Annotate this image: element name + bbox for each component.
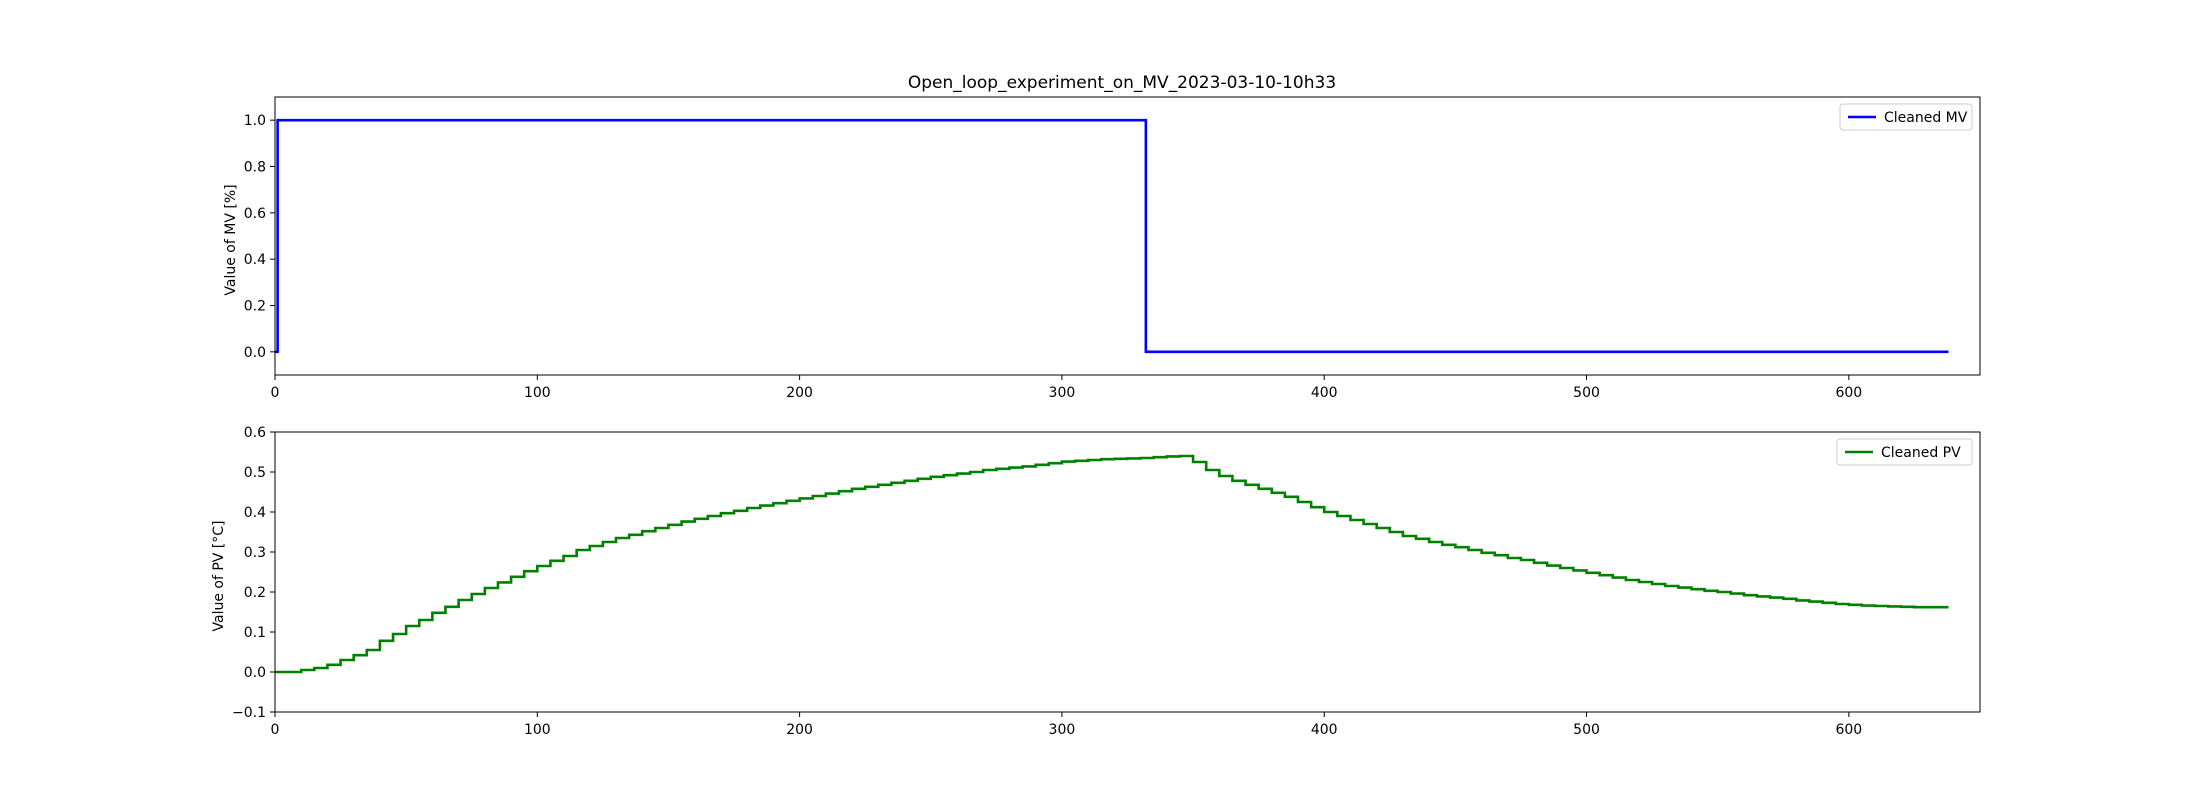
plot-area-mv: 0 100 200 300 400 500 600 0.0 0.2 0.4 0.6 0.8 1.0 Cle… (244, 96, 1981, 401)
legend: Cleaned MV (1839, 103, 1973, 131)
x-tick-label: 600 (1835, 385, 1862, 401)
x-tick-label: 100 (524, 385, 551, 401)
legend-box (1839, 103, 1973, 131)
y-tick-label: 0.5 (244, 465, 266, 481)
x-tick-label: 0 (271, 722, 280, 738)
x-tick-label: 0 (271, 385, 280, 401)
y-tick-label: 0.0 (244, 345, 266, 361)
legend: Cleaned PV (1836, 438, 1973, 466)
x-tick-label: 500 (1573, 722, 1600, 738)
subplot-mv: Open_loop_experiment_on_MV_2023-03-10-10… (223, 73, 1981, 401)
y-tick-label: 0.1 (244, 625, 266, 641)
y-axis-label-mv: Value of MV [%] (223, 184, 239, 295)
x-tick-label: 300 (1049, 385, 1076, 401)
series-line-mv (275, 118, 1949, 354)
x-tick-label: 300 (1049, 722, 1076, 738)
y-tick-label: 0.3 (244, 545, 266, 561)
legend-box (1836, 438, 1973, 466)
x-tick-label: 500 (1573, 385, 1600, 401)
axes-frame (274, 431, 1981, 713)
y-tick-label: 0.6 (244, 425, 266, 441)
x-tick-label: 400 (1311, 385, 1338, 401)
y-tick-label: 0.0 (244, 665, 266, 681)
y-tick-label: 0.4 (244, 252, 266, 268)
y-tick-label: 0.2 (244, 299, 266, 315)
plot-area-pv: 0 100 200 300 400 500 600 −0.1 0.0 0.1 0.2 0.3 0.4 0.… (232, 425, 1981, 738)
y-tick-label: 0.4 (244, 505, 266, 521)
x-tick-label: 600 (1835, 722, 1862, 738)
series-line-pv (275, 454, 1949, 674)
y-tick-label: 0.2 (244, 585, 266, 601)
x-tick-label: 400 (1311, 722, 1338, 738)
x-tick-label: 200 (786, 385, 813, 401)
subplot-pv: Value of PV [°C] 0 100 200 300 400 500 600 −0.1… (211, 425, 1981, 738)
x-tick-label: 100 (524, 722, 551, 738)
y-tick-label: 0.8 (244, 160, 266, 176)
y-axis-label-pv: Value of PV [°C] (211, 520, 227, 631)
y-tick-label: 1.0 (244, 113, 266, 129)
y-tick-label: 0.6 (244, 206, 266, 222)
legend-label: Cleaned MV (1884, 110, 1968, 126)
chart-title: Open_loop_experiment_on_MV_2023-03-10-10… (908, 73, 1336, 93)
legend-label: Cleaned PV (1881, 445, 1961, 461)
y-tick-label: −0.1 (232, 705, 266, 721)
axes-frame (274, 96, 1981, 376)
x-tick-label: 200 (786, 722, 813, 738)
